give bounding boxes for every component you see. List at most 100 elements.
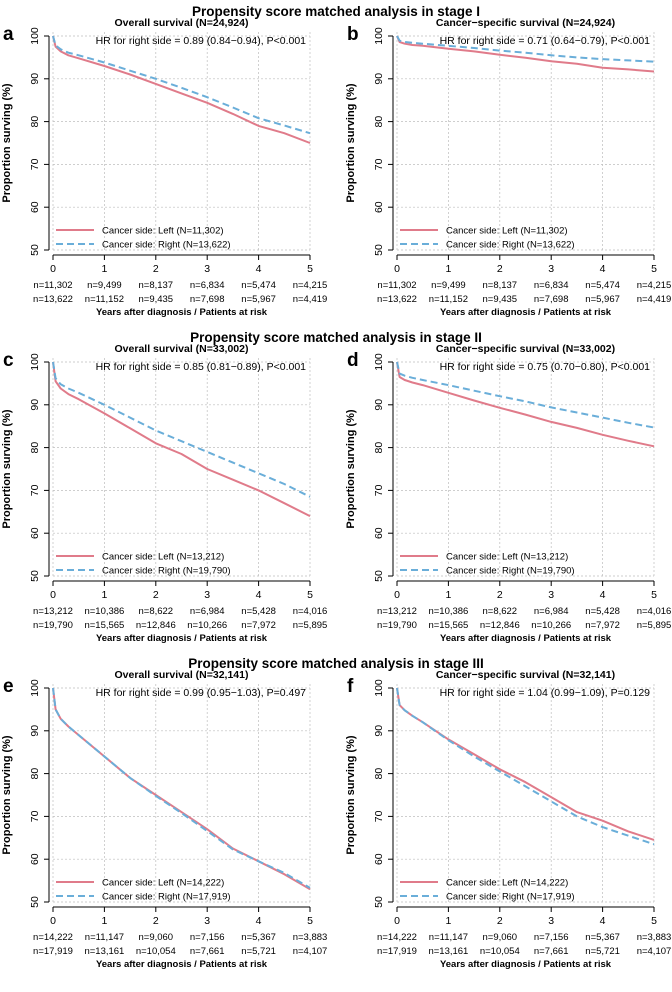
hr-annotation: HR for right side = 0.75 (0.70−0.80), P<… (440, 361, 651, 373)
x-tick-label: 0 (50, 915, 56, 927)
legend-label-left: Cancer side: Left (N=13,212) (446, 552, 568, 563)
x-tick-label: 5 (307, 263, 313, 275)
risk-count-right: n=10,266 (187, 620, 227, 631)
risk-count-left: n=9,499 (87, 280, 122, 291)
legend-label-left: Cancer side: Left (N=14,222) (446, 878, 568, 889)
panel-label: e (3, 676, 14, 697)
risk-count-left: n=3,883 (637, 932, 672, 943)
series-line-left (396, 361, 655, 448)
risk-count-left: n=5,428 (585, 606, 620, 617)
risk-count-left: n=4,016 (637, 606, 672, 617)
risk-count-left: n=11,302 (33, 280, 72, 291)
x-tick-label: 0 (394, 589, 400, 601)
x-tick-label: 1 (445, 589, 451, 601)
y-tick-label: 100 (373, 27, 385, 45)
risk-count-left: n=4,215 (293, 280, 328, 291)
legend-label-left: Cancer side: Left (N=13,212) (102, 552, 224, 563)
risk-count-left: n=5,474 (241, 280, 276, 291)
risk-count-right: n=5,967 (585, 294, 620, 305)
x-tick-label: 0 (50, 263, 56, 275)
risk-count-left: n=3,883 (293, 932, 328, 943)
risk-count-right: n=5,721 (585, 946, 620, 957)
series-line-right (52, 687, 311, 889)
panel-label: d (347, 350, 359, 371)
risk-count-right: n=9,435 (482, 294, 517, 305)
hr-annotation: HR for right side = 1.04 (0.99−1.09), P=… (440, 687, 651, 699)
x-tick-label: 0 (50, 589, 56, 601)
x-tick-label: 3 (548, 915, 554, 927)
risk-count-left: n=10,386 (84, 606, 124, 617)
y-axis-title: Proportion surving (%) (345, 409, 357, 529)
risk-count-right: n=4,419 (637, 294, 672, 305)
panel-label: b (347, 24, 359, 45)
y-tick-label: 80 (373, 442, 385, 454)
risk-count-right: n=11,152 (85, 294, 124, 305)
risk-count-right: n=19,790 (377, 620, 417, 631)
x-tick-label: 3 (204, 915, 210, 927)
risk-count-right: n=11,152 (429, 294, 468, 305)
x-tick-label: 1 (101, 589, 107, 601)
y-tick-label: 100 (29, 679, 41, 697)
risk-count-right: n=13,161 (428, 946, 468, 957)
series-line-left (396, 687, 655, 841)
y-tick-label: 70 (29, 158, 41, 170)
y-tick-label: 80 (373, 768, 385, 780)
risk-count-right: n=13,622 (377, 294, 417, 305)
y-tick-label: 90 (373, 73, 385, 85)
risk-count-left: n=6,984 (534, 606, 569, 617)
risk-count-right: n=9,435 (138, 294, 173, 305)
risk-count-right: n=17,919 (377, 946, 417, 957)
series-line-right (396, 687, 655, 846)
series-line-left (52, 361, 311, 517)
y-axis-title: Proportion surving (%) (1, 735, 13, 855)
section-title-stage-3: Propensity score matched analysis in sta… (188, 656, 484, 671)
risk-count-left: n=8,622 (138, 606, 173, 617)
y-tick-label: 90 (373, 725, 385, 737)
series-line-right (396, 35, 655, 63)
legend-label-right: Cancer side: Right (N=17,919) (446, 892, 575, 903)
section-title-stage-1: Propensity score matched analysis in sta… (192, 4, 480, 19)
legend-label-right: Cancer side: Right (N=19,790) (446, 566, 575, 577)
risk-count-left: n=13,212 (377, 606, 417, 617)
panel-title: Cancer−specific survival (N=33,002) (436, 343, 615, 355)
risk-count-right: n=7,972 (585, 620, 620, 631)
risk-count-left: n=14,222 (377, 932, 417, 943)
x-tick-label: 4 (600, 263, 606, 275)
y-tick-label: 100 (29, 27, 41, 45)
x-tick-label: 0 (394, 915, 400, 927)
y-axis-title: Proportion surving (%) (345, 735, 357, 855)
y-tick-label: 80 (373, 116, 385, 128)
x-tick-label: 2 (153, 589, 159, 601)
series-line-left (396, 35, 655, 73)
y-tick-label: 60 (373, 201, 385, 213)
legend-label-right: Cancer side: Right (N=13,622) (102, 240, 231, 251)
risk-count-left: n=5,367 (241, 932, 276, 943)
risk-count-left: n=4,215 (637, 280, 672, 291)
panel-label: a (3, 24, 14, 45)
series-line-right (52, 361, 311, 498)
risk-count-left: n=5,428 (241, 606, 276, 617)
y-tick-label: 60 (29, 853, 41, 865)
x-tick-label: 5 (307, 589, 313, 601)
risk-count-right: n=10,054 (480, 946, 520, 957)
risk-count-right: n=7,698 (190, 294, 225, 305)
x-axis-title: Years after diagnosis / Patients at risk (440, 633, 612, 644)
risk-count-right: n=12,846 (136, 620, 176, 631)
x-tick-label: 3 (548, 263, 554, 275)
risk-count-left: n=9,060 (482, 932, 517, 943)
y-tick-label: 90 (373, 399, 385, 411)
risk-count-left: n=9,499 (431, 280, 466, 291)
risk-count-right: n=5,967 (241, 294, 276, 305)
panel-title: Overall survival (N=24,924) (115, 17, 249, 29)
risk-count-left: n=6,984 (190, 606, 225, 617)
panel-title: Cancer−specific survival (N=32,141) (436, 669, 615, 681)
risk-count-right: n=12,846 (480, 620, 520, 631)
panel-title: Overall survival (N=32,141) (115, 669, 249, 681)
risk-count-right: n=4,107 (293, 946, 328, 957)
legend-label-left: Cancer side: Left (N=14,222) (102, 878, 224, 889)
x-tick-label: 2 (497, 589, 503, 601)
y-tick-label: 70 (373, 484, 385, 496)
